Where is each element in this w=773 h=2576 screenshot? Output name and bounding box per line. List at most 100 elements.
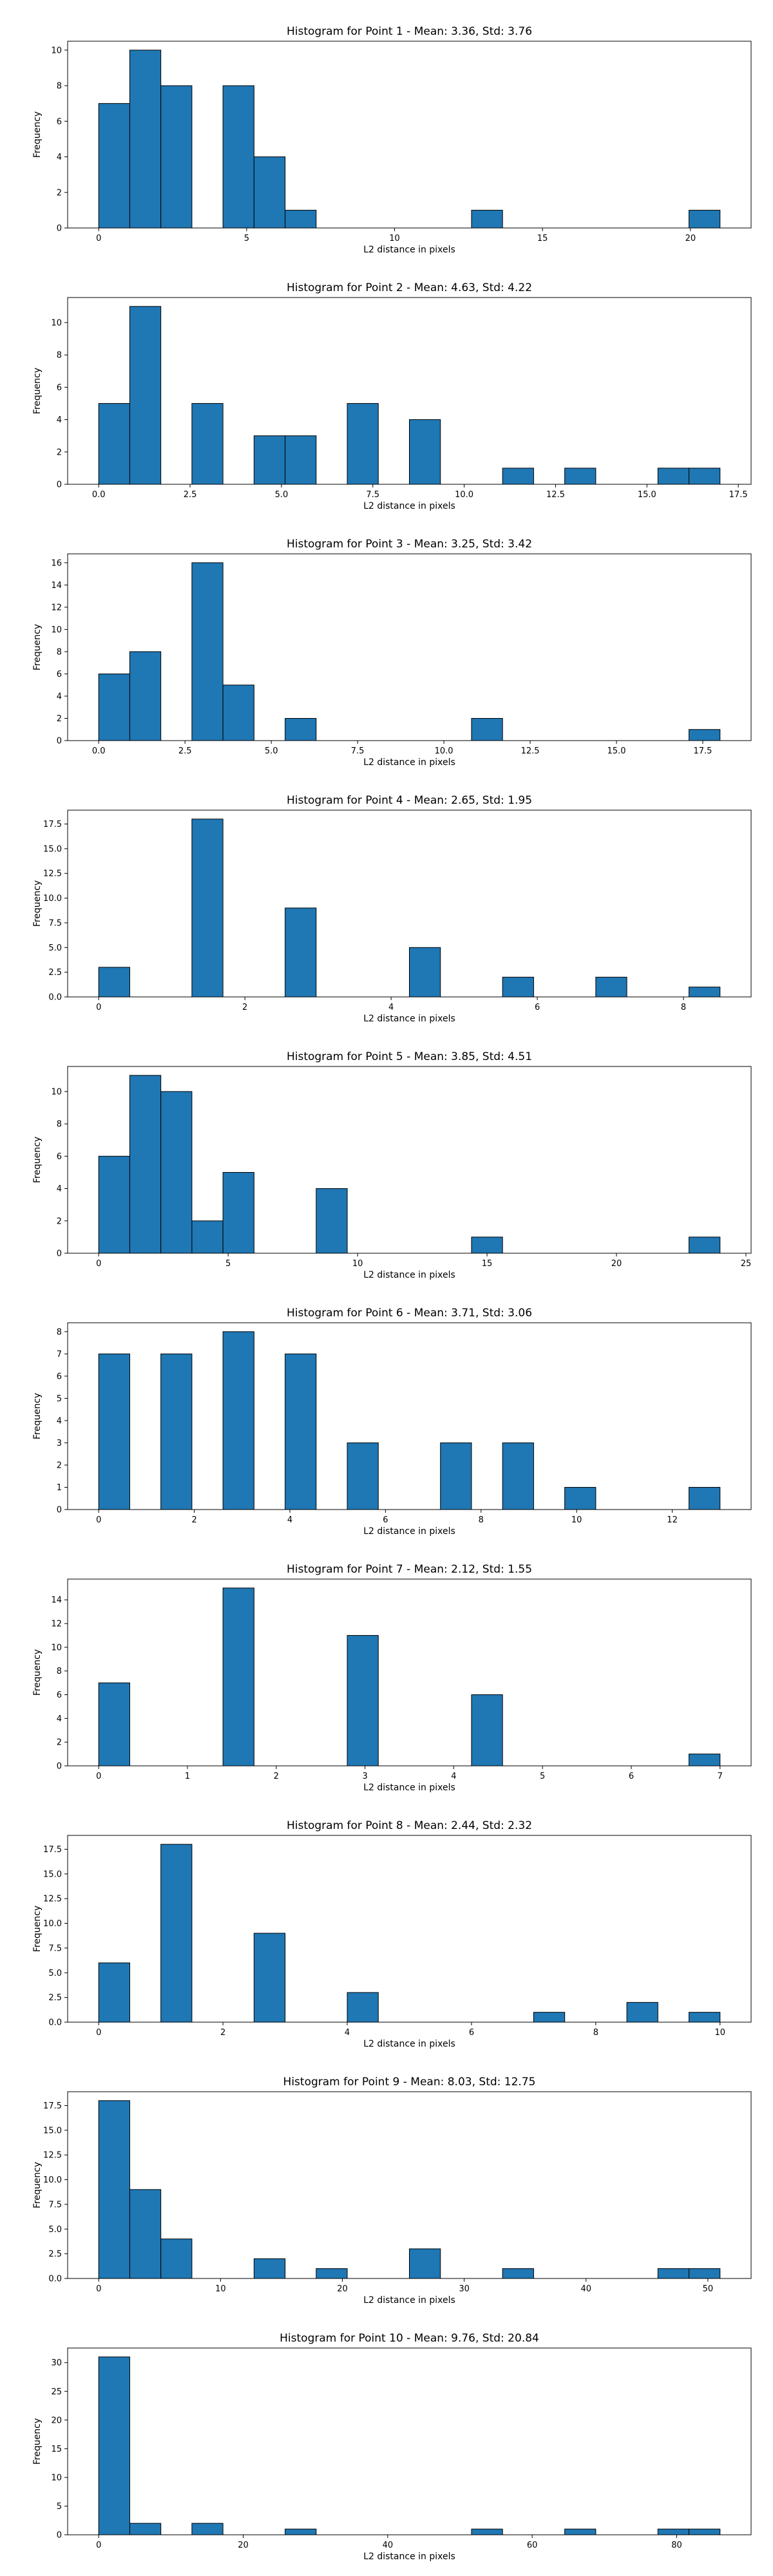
x-tick-label: 7.5 (351, 746, 365, 756)
x-tick-label: 5 (540, 1772, 545, 1781)
x-tick-label: 40 (580, 2284, 591, 2294)
histogram-bar (160, 1844, 193, 2023)
histogram-bar (626, 2002, 658, 2023)
y-tick-label: 17.5 (43, 820, 62, 829)
y-tick-label: 8 (57, 647, 62, 657)
y-tick-label: 0.0 (48, 2275, 62, 2284)
x-axis-label: L2 distance in pixels (363, 1526, 455, 1537)
x-tick-label: 4 (451, 1772, 456, 1781)
histogram-bar (285, 2528, 317, 2535)
histogram-8: Histogram for Point 8 - Mean: 2.44, Std:… (32, 1819, 752, 2049)
chart-title: Histogram for Point 2 - Mean: 4.63, Std:… (287, 281, 532, 294)
x-tick-label: 15.0 (638, 490, 656, 500)
y-tick-label: 5 (57, 1394, 62, 1404)
histogram-bar (347, 1992, 379, 2023)
y-axis-label: Frequency (32, 111, 43, 158)
x-tick-label: 2 (191, 1515, 196, 1525)
histogram-bar (129, 306, 162, 485)
y-tick-label: 12 (51, 603, 62, 612)
histogram-bar (160, 2239, 193, 2279)
y-tick-label: 8 (57, 351, 62, 361)
chart-title: Histogram for Point 5 - Mean: 3.85, Std:… (287, 1050, 532, 1063)
y-axis-label: Frequency (32, 2162, 43, 2208)
x-tick-label: 8 (593, 2028, 598, 2038)
y-axis-label: Frequency (32, 368, 43, 414)
histogram-bar (595, 976, 627, 998)
histogram-bar (98, 1353, 130, 1510)
x-axis-label: L2 distance in pixels (363, 245, 455, 255)
chart-title: Histogram for Point 10 - Mean: 9.76, Std… (280, 2332, 539, 2345)
plot-frame (67, 1835, 752, 2023)
histogram-bar (222, 1587, 254, 1766)
x-tick-label: 0 (96, 2541, 101, 2550)
y-tick-label: 12 (51, 1620, 62, 1629)
y-tick-label: 10 (51, 625, 62, 635)
histogram-2: Histogram for Point 2 - Mean: 4.63, Std:… (32, 281, 752, 511)
histogram-bar (98, 402, 130, 485)
y-tick-label: 4 (57, 153, 62, 162)
histogram-bar (689, 2012, 721, 2023)
histogram-bar (222, 1171, 254, 1254)
plot-frame (67, 41, 752, 229)
x-tick-label: 7 (718, 1772, 723, 1781)
histogram-bar (285, 1353, 317, 1510)
histogram-10: Histogram for Point 10 - Mean: 9.76, Std… (32, 2332, 752, 2562)
y-tick-label: 10 (51, 2473, 62, 2483)
y-tick-label: 15.0 (43, 2126, 62, 2136)
x-axis-label: L2 distance in pixels (363, 1783, 455, 1793)
x-tick-label: 0.0 (92, 746, 106, 756)
histogram-bar (316, 2268, 348, 2279)
x-tick-label: 5.0 (265, 746, 278, 756)
y-tick-label: 4 (57, 1184, 62, 1194)
chart-title: Histogram for Point 3 - Mean: 3.25, Std:… (287, 538, 532, 551)
histogram-bar (657, 2528, 690, 2535)
y-tick-label: 12.5 (43, 869, 62, 879)
histogram-bar (409, 2248, 441, 2279)
y-tick-label: 4 (57, 1714, 62, 1724)
y-tick-label: 0 (57, 224, 62, 234)
x-tick-label: 5 (244, 234, 249, 243)
y-axis-label: Frequency (32, 1393, 43, 1439)
histogram-4: Histogram for Point 4 - Mean: 2.65, Std:… (32, 794, 752, 1024)
y-tick-label: 10 (51, 318, 62, 328)
histogram-bar (253, 435, 286, 485)
x-tick-label: 30 (459, 2284, 470, 2294)
y-tick-label: 2 (57, 188, 62, 198)
x-tick-label: 20 (611, 1259, 622, 1269)
x-tick-label: 20 (238, 2541, 249, 2550)
histogram-bar (129, 2189, 162, 2279)
y-tick-label: 10.0 (43, 2175, 62, 2185)
y-tick-label: 2 (57, 714, 62, 724)
histogram-bar (129, 651, 162, 741)
x-tick-label: 10 (714, 2028, 725, 2038)
y-tick-label: 6 (57, 670, 62, 679)
x-tick-label: 0 (96, 1003, 101, 1012)
x-tick-label: 15 (537, 234, 548, 243)
histogram-bar (502, 976, 534, 998)
x-tick-label: 10 (571, 1515, 582, 1525)
y-tick-label: 6 (57, 1152, 62, 1162)
histogram-3: Histogram for Point 3 - Mean: 3.25, Std:… (32, 538, 752, 768)
y-tick-label: 10.0 (43, 894, 62, 904)
x-axis-label: L2 distance in pixels (363, 2295, 455, 2306)
y-tick-label: 30 (51, 2358, 62, 2368)
x-tick-label: 12 (667, 1515, 678, 1525)
x-tick-label: 0 (96, 1515, 101, 1525)
y-tick-label: 4 (57, 415, 62, 425)
histogram-bar (98, 2356, 130, 2535)
histogram-bar (471, 1236, 503, 1254)
histogram-bar (502, 1442, 534, 1510)
y-tick-label: 8 (57, 1667, 62, 1676)
histogram-bar (689, 468, 721, 485)
histogram-bar (533, 2012, 566, 2023)
histogram-bar (191, 1220, 224, 1254)
histogram-bar (191, 402, 224, 485)
plot-frame (67, 553, 752, 741)
plot-frame (67, 1578, 752, 1766)
x-tick-label: 6 (629, 1772, 634, 1781)
y-axis-label: Frequency (32, 1906, 43, 1952)
y-tick-label: 7.5 (48, 2200, 62, 2210)
y-tick-label: 14 (51, 1596, 62, 1605)
x-tick-label: 5.0 (275, 490, 289, 500)
x-tick-label: 6 (383, 1515, 388, 1525)
